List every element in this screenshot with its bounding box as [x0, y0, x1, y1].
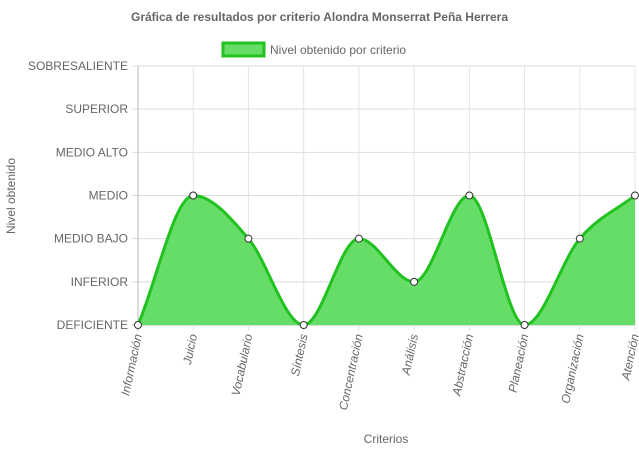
x-tick-label: Síntesis: [288, 333, 311, 378]
data-point[interactable]: [575, 234, 584, 243]
data-point[interactable]: [134, 321, 142, 329]
y-axis-title: Nivel obtenido: [4, 158, 18, 234]
data-point[interactable]: [189, 191, 198, 200]
y-tick-label: INFERIOR: [71, 275, 129, 289]
legend-label: Nivel obtenido por criterio: [270, 43, 406, 57]
x-tick-label: Planeación: [505, 332, 531, 393]
data-point[interactable]: [299, 321, 308, 329]
x-axis-title: Criterios: [364, 432, 409, 446]
chart-title: Gráfica de resultados por criterio Alond…: [131, 10, 508, 24]
x-tick-label: Organización: [558, 332, 586, 404]
data-point[interactable]: [244, 234, 253, 243]
legend[interactable]: Nivel obtenido por criterio: [221, 41, 406, 58]
legend-swatch: [221, 41, 266, 58]
series-line: [136, 193, 636, 327]
data-point[interactable]: [465, 191, 474, 200]
y-tick-label: MEDIO: [89, 189, 128, 203]
data-point[interactable]: [354, 234, 363, 243]
y-tick-label: SOBRESALIENTE: [28, 59, 128, 73]
x-tick-label: Análisis: [399, 333, 422, 377]
x-tick-label: Juicio: [180, 332, 200, 366]
x-axis-ticks: Información Juicio Vocabulario Síntesis Conc…: [118, 332, 639, 411]
data-point[interactable]: [520, 321, 529, 329]
y-tick-label: SUPERIOR: [65, 102, 128, 116]
x-tick-label: Concentración: [336, 332, 366, 411]
x-tick-label: Vocabulario: [229, 332, 256, 397]
plot-area: [136, 193, 636, 327]
x-tick-label: Información: [118, 332, 145, 397]
series-area-fill: [138, 195, 635, 325]
y-tick-label: DEFICIENTE: [57, 318, 128, 332]
x-tick-label: Abstracción: [449, 332, 476, 398]
y-axis-ticks: DEFICIENTE INFERIOR MEDIO BAJO MEDIO MEDIO A…: [28, 59, 128, 332]
y-tick-label: MEDIO BAJO: [54, 232, 128, 246]
data-point[interactable]: [410, 277, 419, 286]
y-tick-label: MEDIO ALTO: [56, 145, 128, 159]
data-point[interactable]: [631, 191, 639, 200]
data-points: [134, 191, 639, 329]
x-tick-label: Atención: [618, 332, 639, 382]
